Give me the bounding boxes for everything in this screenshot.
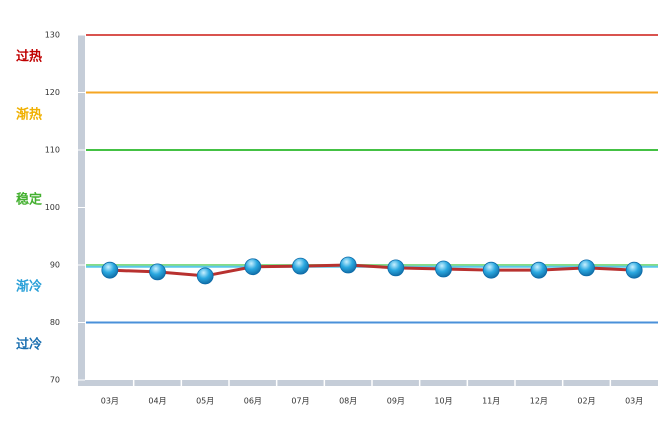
- y-tick-label: 70: [50, 376, 60, 385]
- y-tick-label: 90: [50, 261, 60, 270]
- data-point: [578, 259, 595, 277]
- x-tick-label: 06月: [244, 397, 262, 406]
- y-axis-band: [78, 35, 85, 386]
- y-tick-label: 100: [45, 203, 60, 212]
- zone-label: 稳定: [16, 192, 42, 208]
- data-point: [149, 263, 166, 281]
- y-tick-label: 130: [45, 31, 60, 40]
- zone-label: 渐冷: [16, 279, 42, 295]
- x-tick-label: 08月: [339, 397, 357, 406]
- y-tick-label: 120: [45, 88, 60, 97]
- x-axis-band: [78, 380, 658, 386]
- x-tick-label: 09月: [387, 397, 405, 406]
- x-tick-label: 02月: [577, 397, 595, 406]
- x-tick-label: 10月: [434, 397, 452, 406]
- x-tick-label: 03月: [625, 397, 643, 406]
- data-point: [339, 256, 357, 274]
- x-tick-label: 11月: [482, 397, 500, 406]
- data-point: [625, 261, 643, 279]
- zone-label: 过热: [16, 49, 42, 65]
- data-point: [244, 258, 262, 276]
- data-point: [482, 261, 500, 279]
- y-tick-label: 110: [45, 146, 60, 155]
- data-point: [530, 261, 548, 279]
- data-point: [292, 257, 309, 275]
- data-point: [387, 259, 405, 277]
- data-point: [101, 261, 119, 279]
- x-tick-label: 07月: [291, 397, 309, 406]
- data-point: [196, 267, 214, 285]
- x-tick-label: 05月: [196, 397, 214, 406]
- y-tick-label: 80: [50, 318, 60, 327]
- x-tick-label: 12月: [530, 397, 548, 406]
- x-tick-label: 03月: [101, 397, 119, 406]
- x-tick-label: 04月: [148, 397, 166, 406]
- zone-label: 过冷: [16, 337, 42, 353]
- data-point: [435, 260, 452, 278]
- zone-label: 渐热: [16, 107, 42, 123]
